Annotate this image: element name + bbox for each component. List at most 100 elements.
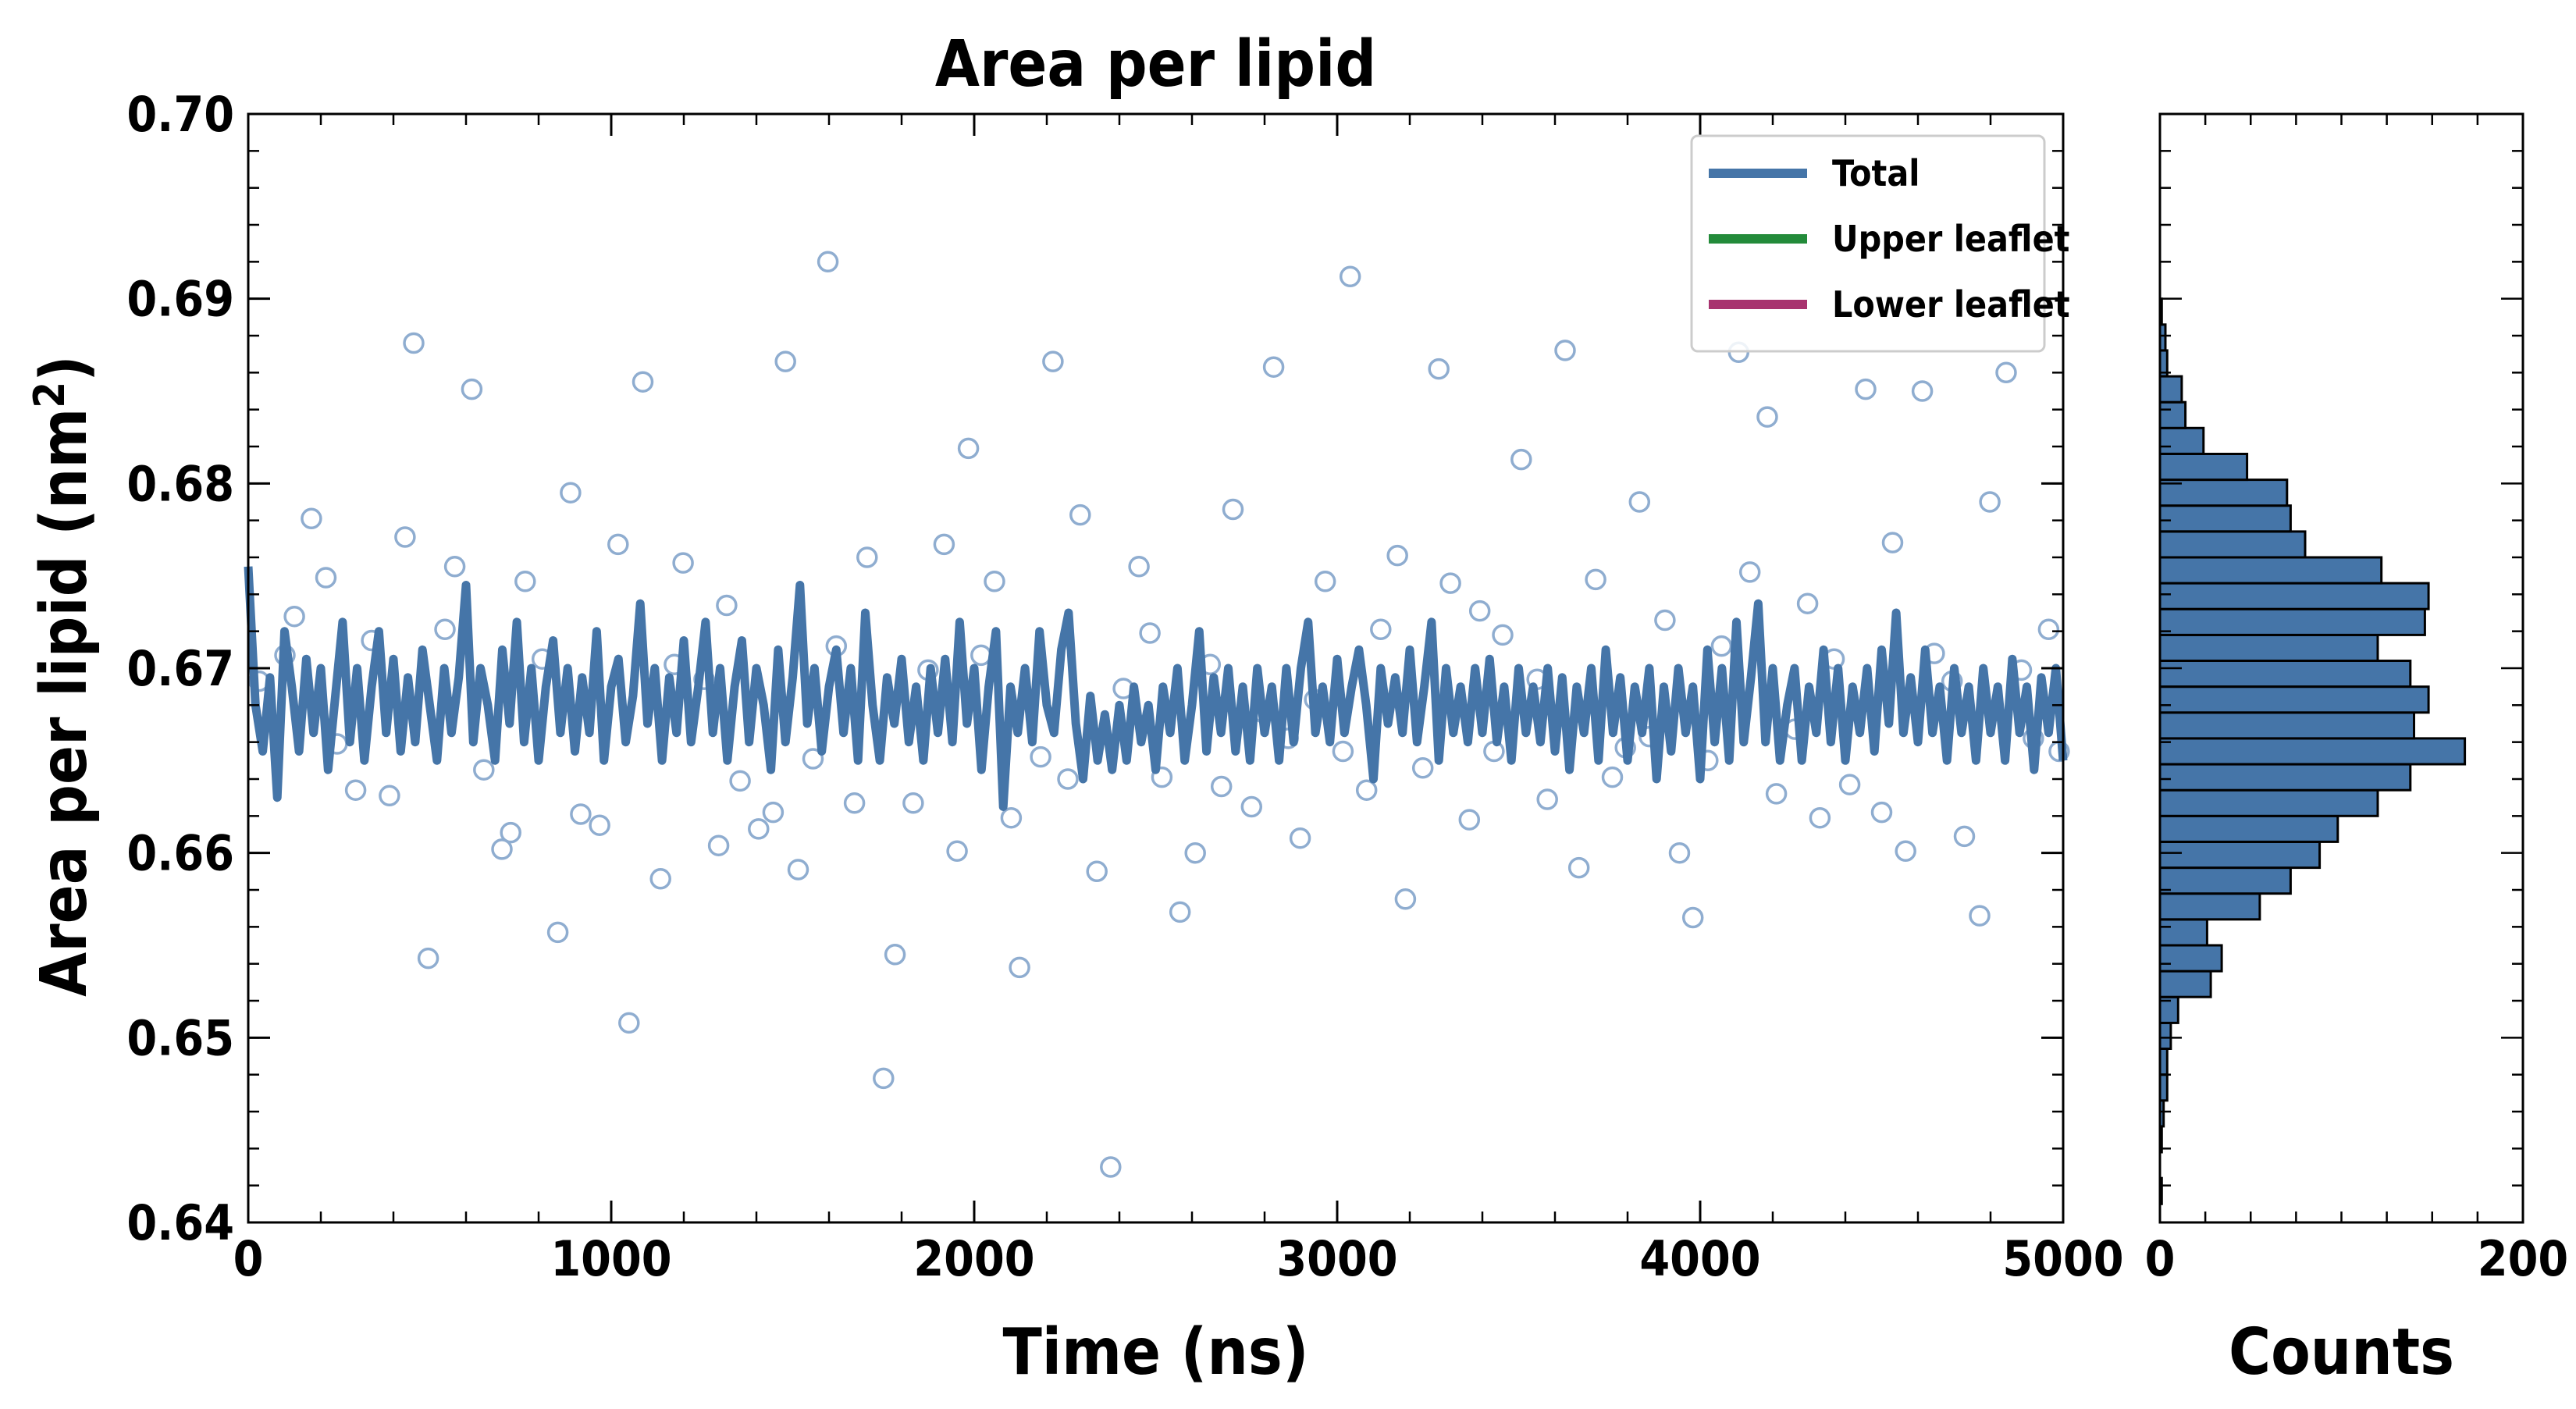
y-tick-labels: 0.64 0.65 0.66 0.67 0.68 0.69 0.70 bbox=[126, 86, 234, 1251]
scatter-point bbox=[1332, 740, 1354, 763]
scatter-point bbox=[2037, 618, 2060, 641]
histogram-panel: 0 200 Counts bbox=[2145, 112, 2569, 1389]
scatter-point bbox=[957, 437, 980, 460]
scatter-point bbox=[1386, 544, 1408, 567]
line-layer bbox=[244, 566, 2068, 811]
scatter-point bbox=[1355, 779, 1378, 801]
scatter-point bbox=[933, 533, 955, 556]
scatter-point bbox=[1881, 532, 1904, 553]
scatter-point bbox=[500, 821, 521, 844]
scatter-point bbox=[1756, 406, 1778, 428]
x-tick-label: 3000 bbox=[1276, 1230, 1397, 1287]
scatter-point bbox=[1339, 265, 1361, 288]
scatter-point bbox=[1128, 556, 1150, 578]
histogram-bar bbox=[2158, 737, 2467, 766]
scatter-point bbox=[1870, 801, 1893, 824]
scatter-point bbox=[417, 947, 439, 970]
x-tick-label: 5000 bbox=[2002, 1230, 2123, 1287]
scatter-point bbox=[1979, 491, 2001, 513]
histogram-bar bbox=[2158, 660, 2412, 688]
scatter-point bbox=[1510, 448, 1532, 471]
y-axis-label-superscript: 2 bbox=[25, 382, 74, 408]
scatter-point bbox=[560, 482, 582, 503]
legend-label: Lower leaflet bbox=[1832, 283, 2070, 326]
scatter-point bbox=[1262, 356, 1285, 378]
scatter-point bbox=[1139, 622, 1161, 644]
scatter-point bbox=[716, 594, 738, 617]
scatter-point bbox=[514, 571, 536, 592]
scatter-point bbox=[672, 552, 694, 574]
histogram-bar bbox=[2158, 944, 2223, 973]
scatter-point bbox=[1738, 561, 1761, 583]
histogram-bar bbox=[2158, 970, 2212, 998]
scatter-point bbox=[1042, 350, 1064, 372]
histogram-bars bbox=[2158, 297, 2467, 1205]
scatter-point bbox=[1222, 498, 1244, 521]
x-tick-label: 0 bbox=[233, 1230, 264, 1287]
scatter-point bbox=[1151, 766, 1173, 788]
scatter-point bbox=[843, 792, 866, 814]
y-axis-label-close: ) bbox=[27, 355, 101, 382]
scatter-point bbox=[1710, 635, 1733, 657]
scatter-point bbox=[473, 759, 495, 781]
histogram-x-tick-labels: 0 200 bbox=[2145, 1230, 2569, 1287]
scatter-point bbox=[618, 1012, 640, 1034]
scatter-point bbox=[1184, 841, 1206, 864]
scatter-point bbox=[1953, 825, 1976, 848]
histogram-bar bbox=[2158, 453, 2249, 482]
y-tick-label: 0.68 bbox=[126, 455, 234, 512]
scatter-point bbox=[1492, 624, 1514, 646]
x-tick-label: 1000 bbox=[550, 1230, 671, 1287]
scatter-point bbox=[748, 818, 770, 840]
scatter-point bbox=[1468, 600, 1491, 622]
x-tick-label: 2000 bbox=[913, 1230, 1034, 1287]
scatter-point bbox=[546, 921, 569, 944]
histogram-bar bbox=[2158, 400, 2187, 429]
histogram-bar bbox=[2158, 892, 2261, 921]
histogram-bar bbox=[2158, 607, 2426, 636]
scatter-point bbox=[1809, 806, 1831, 829]
scatter-point bbox=[1439, 572, 1461, 594]
scatter-point bbox=[649, 868, 671, 890]
scatter-point bbox=[1030, 745, 1051, 768]
scatter-point bbox=[1995, 361, 2017, 384]
scatter-point bbox=[946, 840, 968, 863]
histogram-bar bbox=[2158, 530, 2307, 559]
y-axis-label: Area per lipid (nm2) bbox=[25, 355, 101, 997]
histogram-bar bbox=[2158, 633, 2379, 663]
legend-box bbox=[1690, 134, 2046, 353]
scatter-point bbox=[802, 748, 824, 770]
scatter-point bbox=[379, 785, 400, 807]
scatter-point bbox=[1210, 775, 1233, 798]
x-axis-label: Time (ns) bbox=[1002, 1315, 1308, 1389]
scatter-point bbox=[491, 838, 513, 860]
scatter-point bbox=[1394, 888, 1417, 910]
scatter-point bbox=[1668, 841, 1691, 864]
scatter-point bbox=[1169, 901, 1191, 923]
legend-label: Total bbox=[1832, 152, 1920, 194]
scatter-point bbox=[1681, 906, 1704, 929]
scatter-point bbox=[1838, 774, 1861, 795]
scatter-point bbox=[774, 350, 796, 372]
scatter-point bbox=[283, 605, 305, 628]
scatter-point bbox=[884, 944, 906, 966]
scatter-point bbox=[315, 567, 337, 589]
y-tick-label: 0.66 bbox=[126, 825, 234, 882]
scatter-point bbox=[984, 571, 1005, 592]
scatter-point bbox=[1536, 788, 1558, 810]
histogram-bar bbox=[2158, 814, 2339, 843]
scatter-point bbox=[873, 1067, 895, 1090]
scatter-point bbox=[1057, 768, 1079, 790]
histogram-x-axis-label: Counts bbox=[2229, 1315, 2454, 1389]
scatter-point bbox=[1411, 757, 1434, 779]
scatter-point bbox=[589, 814, 610, 836]
series-line-total bbox=[244, 566, 2068, 811]
scatter-point bbox=[443, 556, 466, 578]
scatter-point bbox=[1314, 571, 1336, 592]
scatter-point bbox=[856, 546, 878, 568]
scatter-point bbox=[1554, 340, 1576, 361]
histogram-bar bbox=[2158, 918, 2208, 947]
scatter-point bbox=[1765, 783, 1788, 805]
